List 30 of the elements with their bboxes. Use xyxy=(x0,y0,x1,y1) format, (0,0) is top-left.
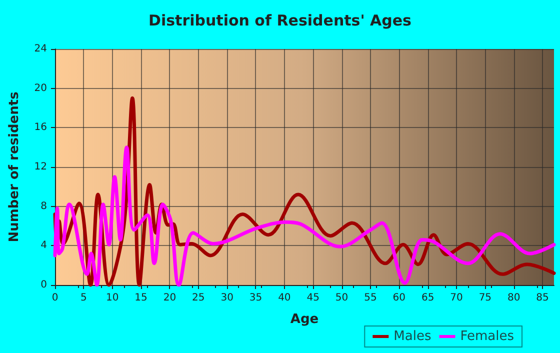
y-axis-title: Number of residents xyxy=(7,91,22,242)
legend-label: Females xyxy=(460,329,514,344)
y-tick-label: 0 xyxy=(40,280,47,290)
x-tick-label: 50 xyxy=(335,292,348,304)
chart-title: Distribution of Residents' Ages xyxy=(148,12,412,30)
x-tick-label: 55 xyxy=(364,292,377,304)
x-tick-label: 35 xyxy=(249,292,262,304)
x-tick-label: 30 xyxy=(220,292,234,304)
y-tick-label: 24 xyxy=(34,44,47,54)
x-tick-label: 20 xyxy=(163,292,176,304)
y-tick-label: 8 xyxy=(40,200,47,212)
x-tick-label: 0 xyxy=(52,292,58,304)
legend-label: Males xyxy=(394,329,432,344)
x-tick-label: 25 xyxy=(192,292,205,304)
x-tick-label: 40 xyxy=(278,292,291,304)
x-tick-label: 65 xyxy=(421,292,434,304)
x-tick-label: 15 xyxy=(134,292,148,304)
x-tick-label: 45 xyxy=(306,292,320,304)
x-tick-label: 10 xyxy=(106,292,119,304)
y-tick-label: 4 xyxy=(40,240,47,252)
y-tick-label: 12 xyxy=(34,162,47,172)
x-axis-title: Age xyxy=(290,312,319,327)
x-tick-label: 70 xyxy=(450,292,463,304)
x-tick-label: 5 xyxy=(80,292,87,304)
y-tick-label: 20 xyxy=(34,82,47,94)
y-tick-label: 16 xyxy=(34,122,47,134)
x-tick-label: 85 xyxy=(536,292,549,304)
x-tick-label: 80 xyxy=(507,292,520,304)
x-tick-label: 60 xyxy=(392,292,406,304)
x-tick-label: 75 xyxy=(478,292,492,304)
